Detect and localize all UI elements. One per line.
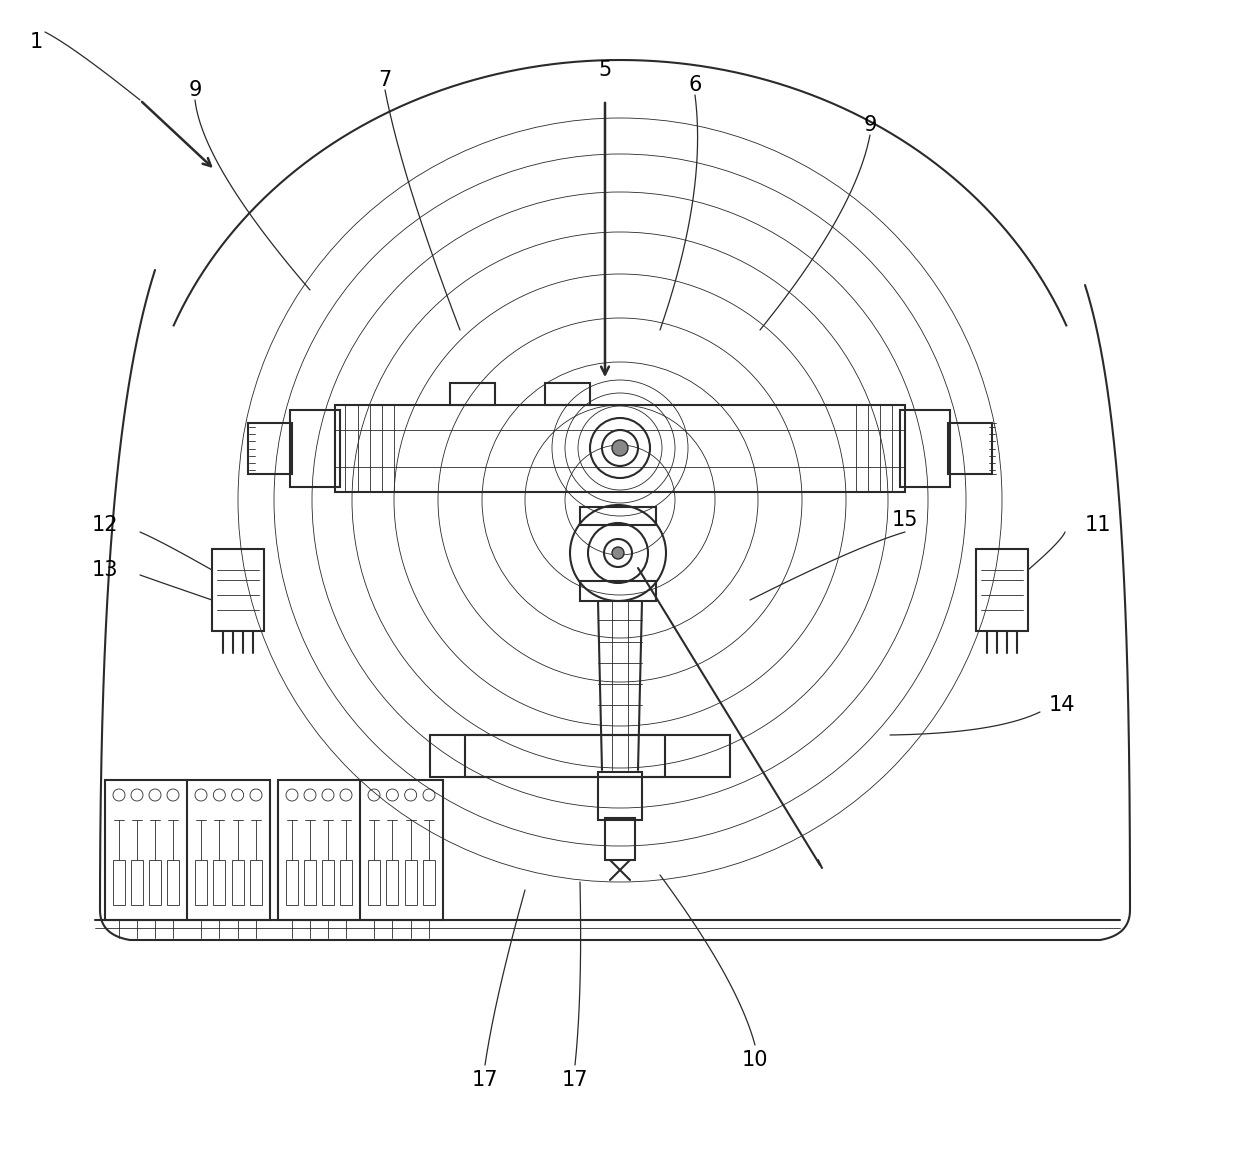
Bar: [105, 780, 270, 920]
Text: 10: 10: [742, 1050, 769, 1070]
Bar: [580, 507, 656, 525]
Bar: [286, 860, 298, 905]
Bar: [290, 409, 340, 487]
Text: 5: 5: [599, 60, 611, 80]
Bar: [949, 423, 992, 474]
Bar: [598, 773, 642, 820]
Bar: [423, 860, 435, 905]
Bar: [580, 581, 656, 601]
Text: 17: 17: [562, 1070, 588, 1090]
Bar: [368, 860, 379, 905]
Text: 9: 9: [188, 80, 202, 100]
Bar: [404, 860, 417, 905]
Bar: [195, 860, 207, 905]
Bar: [430, 735, 665, 777]
Text: 11: 11: [1085, 515, 1111, 535]
Text: 9: 9: [863, 115, 877, 135]
Bar: [465, 735, 730, 777]
Bar: [900, 409, 950, 487]
Bar: [605, 818, 635, 860]
Bar: [250, 860, 262, 905]
Circle shape: [613, 548, 624, 559]
Bar: [546, 383, 590, 405]
Bar: [167, 860, 179, 905]
Text: 12: 12: [92, 515, 118, 535]
Circle shape: [613, 440, 627, 456]
Bar: [450, 383, 495, 405]
Bar: [340, 860, 352, 905]
Text: 1: 1: [30, 32, 43, 52]
Bar: [322, 860, 334, 905]
Text: 6: 6: [688, 75, 702, 95]
Bar: [278, 780, 443, 920]
Bar: [149, 860, 161, 905]
Text: 14: 14: [1049, 695, 1075, 715]
Text: 15: 15: [892, 510, 919, 530]
Bar: [131, 860, 143, 905]
Bar: [976, 549, 1028, 631]
Bar: [212, 549, 264, 631]
Text: 13: 13: [92, 560, 118, 580]
Text: 7: 7: [378, 70, 392, 90]
Text: 17: 17: [471, 1070, 498, 1090]
Bar: [232, 860, 244, 905]
Bar: [335, 405, 905, 492]
Bar: [387, 860, 398, 905]
Bar: [304, 860, 316, 905]
Bar: [213, 860, 226, 905]
Bar: [113, 860, 125, 905]
Bar: [248, 423, 291, 474]
